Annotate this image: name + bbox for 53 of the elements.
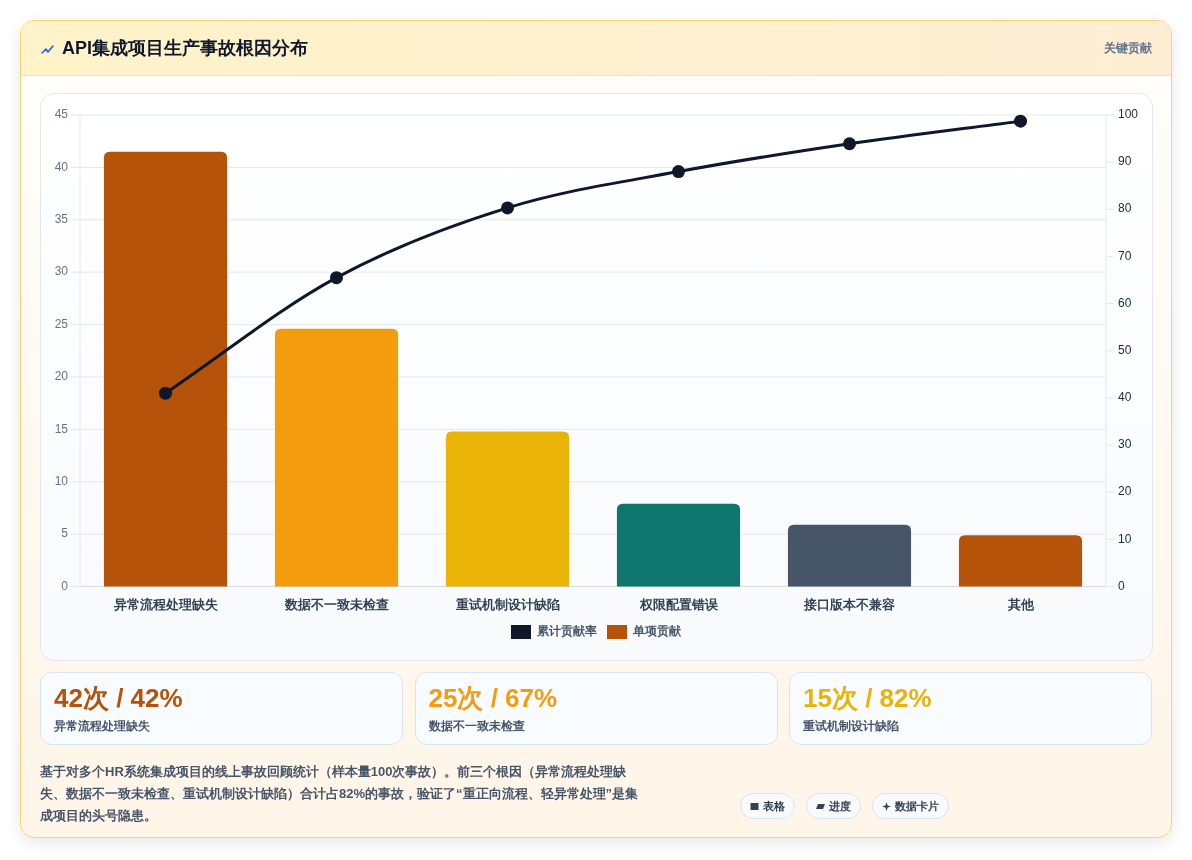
y2-tick-label: 0 [1118,578,1125,593]
y2-tick-label: 10 [1118,531,1132,546]
bar [445,431,570,587]
point [330,271,343,285]
x-tick-label: 接口版本不兼容 [803,597,895,612]
y2-tick-label: 100 [1118,107,1139,122]
x-tick-label: 异常流程处理缺失 [112,597,219,612]
x-tick-label: 数据不一致未检查 [283,597,389,612]
x-tick-label: 权限配置错误 [638,597,719,612]
bar [787,524,912,587]
text: 基于对多个HR系统集成项目的线上事故回顾统计（样本量100次事故）。前三个根因（异常流程处理缺失、数据不一致未检查、重试机制设计缺陷）合计占82%的事故，验证了“重正向流程、轻异常处理”是集成项目的头号隐患。 [40,763,640,825]
text: 25次 / 67% [428,683,558,713]
y2-tick-label: 50 [1118,342,1132,357]
legend-label: 单项贡献 [632,624,682,639]
y-tick-label: 5 [61,526,69,541]
y-tick-label: 20 [54,369,69,384]
y2-tick-label: 90 [1118,154,1132,169]
text: 数据不一致未检查 [428,718,525,734]
y-tick-label: 25 [54,316,69,331]
point [672,165,685,179]
y2-tick-label: 30 [1118,437,1132,452]
x-tick-label: 其他 [1006,597,1035,612]
y-tick-label: 30 [54,264,69,279]
text: 数据卡片 [895,798,939,814]
bar [958,535,1083,587]
y2-tick-label: 70 [1118,248,1132,263]
y2-tick-label: 80 [1118,201,1132,216]
chart-title: API集成项目生产事故根因分布 [62,37,309,60]
point [1014,114,1027,128]
bar [103,151,228,587]
y-tick-label: 0 [61,578,69,593]
text: 异常流程处理缺失 [54,718,150,734]
point [159,386,172,400]
y-tick-label: 15 [54,421,69,436]
y2-tick-label: 20 [1118,484,1132,499]
legend-label: 累计贡献率 [536,624,597,639]
bar [274,328,399,587]
y-tick-label: 35 [54,211,69,226]
text: 重试机制设计缺陷 [803,718,899,734]
point [501,201,514,215]
y-tick-label: 45 [54,107,69,122]
y2-tick-label: 60 [1118,295,1132,310]
text: 15次 / 82% [803,683,932,713]
y-tick-label: 10 [54,473,69,488]
y-tick-label: 40 [54,159,69,174]
chart-subtitle: 关键贡献 [1104,40,1152,57]
text: 42次 / 42% [54,683,183,713]
point [843,137,856,151]
text: 表格 [763,798,785,814]
y2-tick-label: 40 [1118,390,1132,405]
bar [616,503,741,587]
x-tick-label: 重试机制设计缺陷 [454,597,560,612]
text: 进度 [829,798,851,814]
